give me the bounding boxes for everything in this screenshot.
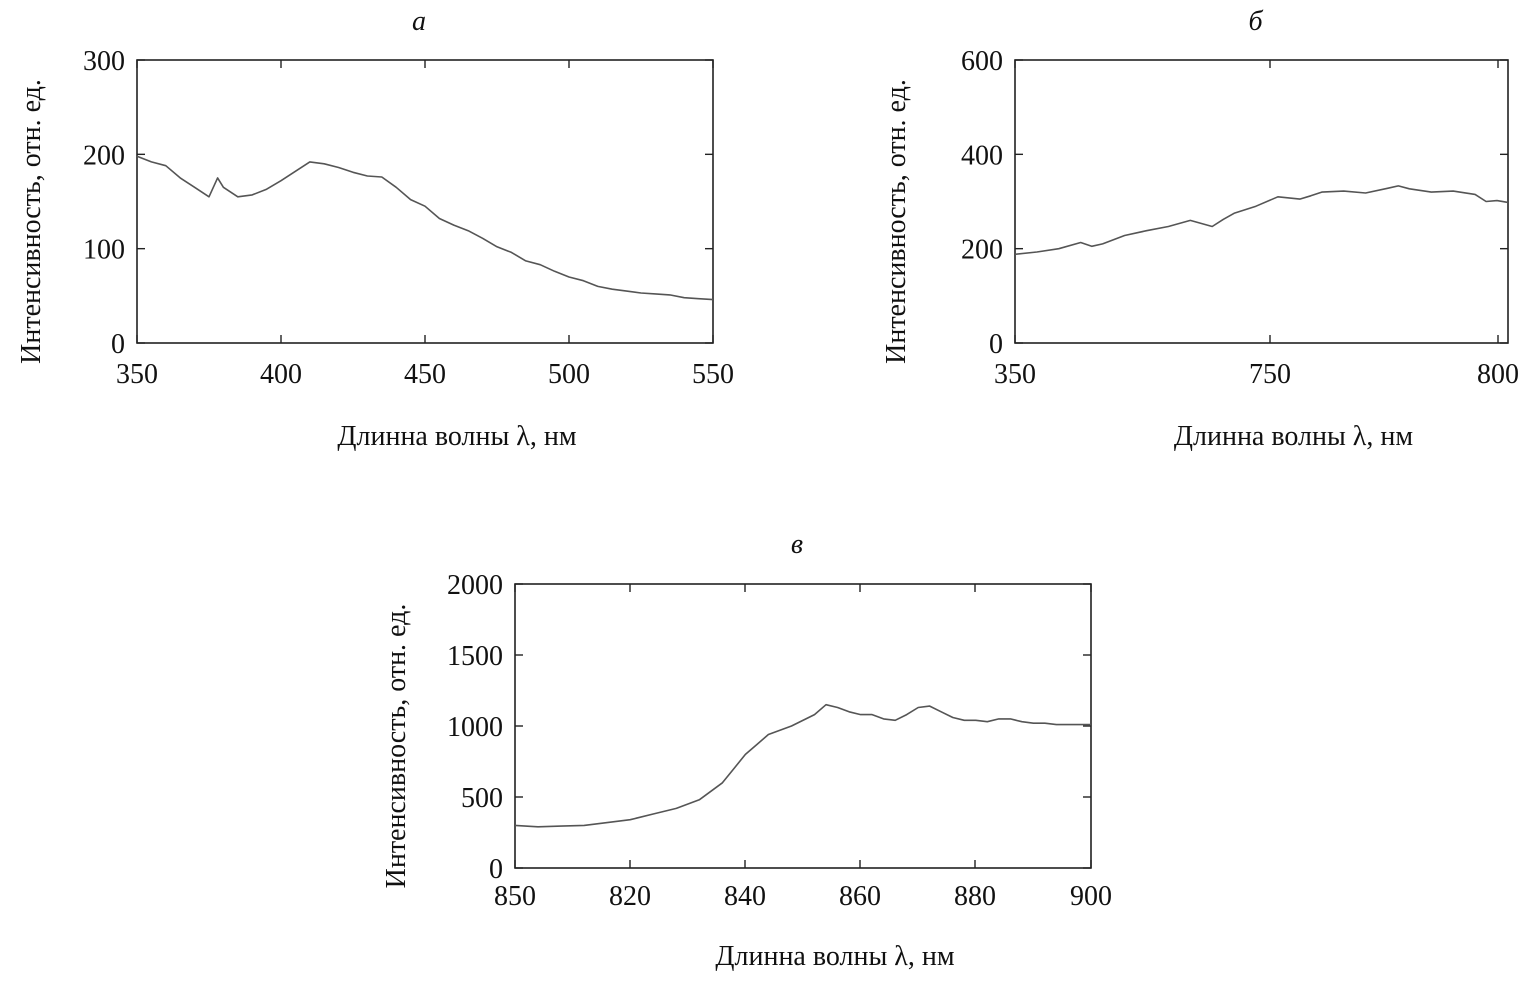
y-tick-label: 1500 [447,641,503,672]
y-tick-label: 0 [489,854,503,885]
chart-panel-a: 0 100 200 300 350 400 450 500 550 а Длинна волны λ… [16,6,734,452]
x-tick-label: 550 [692,359,734,390]
x-tick-label: 350 [116,359,158,390]
series-line [136,155,714,301]
x-tick-label: 820 [609,881,651,912]
plot-frame [1014,59,1509,344]
y-tick-label: 500 [461,783,503,814]
y-tick-label: 0 [989,329,1003,360]
y-tick-label: 100 [83,235,125,266]
x-tick-label: 350 [994,359,1036,390]
x-axis-title: Длинна волны λ, нм [1174,421,1413,452]
y-tick-label: 400 [961,140,1003,171]
panel-label: в [791,529,803,560]
y-tick-label: 200 [961,235,1003,266]
x-tick-label: 800 [1477,359,1519,390]
y-axis-title: Интенсивность, отн. ед. [881,79,912,364]
chart-panel-b: 0 200 400 600 350 750 800 б Длинна волны λ, нм Ин… [881,6,1519,452]
panel-label: б [1248,6,1263,37]
y-tick-label: 2000 [447,570,503,601]
x-tick-label: 900 [1070,881,1112,912]
x-tick-label: 750 [1249,359,1291,390]
panel-label: а [412,6,426,37]
x-tick-label: 860 [839,881,881,912]
x-tick-label: 450 [404,359,446,390]
x-axis-title: Длинна волны λ, нм [337,421,576,452]
series-line [514,703,1091,828]
x-tick-label: 500 [548,359,590,390]
plot-frame [136,59,714,344]
x-tick-label: 840 [724,881,766,912]
y-tick-label: 200 [83,140,125,171]
x-tick-label: 850 [494,881,536,912]
chart-panel-c: 0 500 1000 1500 2000 850 820 840 860 880 900 в Длинн… [381,529,1112,972]
x-tick-label: 880 [954,881,996,912]
plot-frame [514,583,1092,869]
x-tick-label: 400 [260,359,302,390]
y-axis-title: Интенсивность, отн. ед. [16,79,47,364]
series-line [1014,185,1509,256]
y-tick-label: 1000 [447,712,503,743]
y-axis-title: Интенсивность, отн. ед. [381,604,412,889]
x-axis-title: Длинна волны λ, нм [715,941,954,972]
y-tick-label: 300 [83,46,125,77]
y-tick-label: 0 [111,329,125,360]
y-tick-label: 600 [961,46,1003,77]
